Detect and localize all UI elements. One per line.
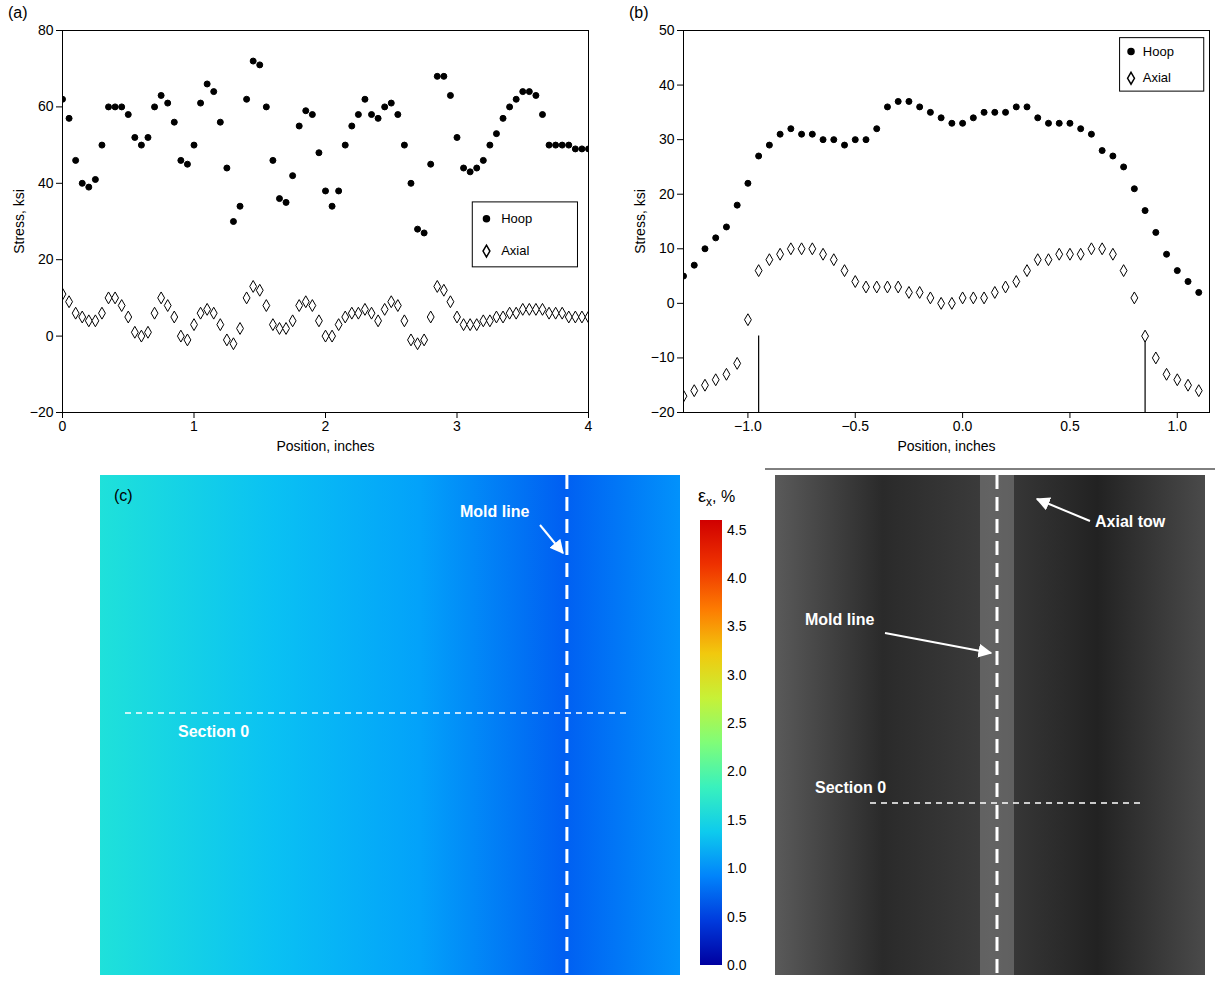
svg-text:Mold line: Mold line [460, 503, 529, 520]
svg-text:0: 0 [667, 295, 675, 311]
svg-text:Axial: Axial [501, 243, 529, 258]
svg-text:−1.0: −1.0 [734, 418, 762, 434]
svg-text:80: 80 [38, 22, 54, 38]
html-text:(a): (a) [8, 4, 28, 21]
svg-text:(c): (c) [114, 487, 133, 504]
svg-text:4: 4 [585, 418, 593, 434]
svg-text:1.5: 1.5 [727, 812, 747, 828]
svg-text:Hoop: Hoop [1143, 44, 1174, 59]
html-text:(b): (b) [629, 4, 649, 21]
svg-text:1: 1 [190, 418, 198, 434]
svg-text:1.0: 1.0 [1168, 418, 1188, 434]
svg-text:40: 40 [659, 77, 675, 93]
svg-text:2.5: 2.5 [727, 715, 747, 731]
svg-text:3: 3 [453, 418, 461, 434]
svg-text:4.0: 4.0 [727, 570, 747, 586]
svg-text:1.0: 1.0 [727, 860, 747, 876]
svg-text:0.0: 0.0 [727, 957, 747, 973]
svg-text:40: 40 [38, 175, 54, 191]
svg-text:0: 0 [59, 418, 67, 434]
svg-text:Position, inches: Position, inches [897, 438, 995, 454]
svg-text:0.0: 0.0 [953, 418, 973, 434]
svg-text:−10: −10 [651, 349, 675, 365]
svg-text:Stress, ksi: Stress, ksi [11, 189, 27, 254]
svg-text:3.5: 3.5 [727, 618, 747, 634]
svg-text:20: 20 [38, 251, 54, 267]
svg-text:Section 0: Section 0 [815, 779, 886, 796]
svg-text:10: 10 [659, 240, 675, 256]
svg-text:−0.5: −0.5 [841, 418, 869, 434]
svg-text:20: 20 [659, 186, 675, 202]
svg-text:Axial: Axial [1143, 70, 1171, 85]
svg-text:Axial tow: Axial tow [1095, 513, 1166, 530]
svg-text:Stress, ksi: Stress, ksi [632, 189, 648, 254]
svg-text:Position, inches: Position, inches [276, 438, 374, 454]
svg-text:0.5: 0.5 [1060, 418, 1080, 434]
svg-text:0: 0 [46, 328, 54, 344]
svg-text:4.5: 4.5 [727, 522, 747, 538]
svg-text:2.0: 2.0 [727, 763, 747, 779]
svg-text:Hoop: Hoop [501, 211, 532, 226]
svg-text:3.0: 3.0 [727, 667, 747, 683]
svg-text:−20: −20 [651, 404, 675, 420]
svg-text:0.5: 0.5 [727, 909, 747, 925]
svg-text:Mold line: Mold line [805, 611, 874, 628]
svg-text:60: 60 [38, 98, 54, 114]
svg-text:εx, %: εx, % [698, 486, 735, 509]
svg-text:30: 30 [659, 131, 675, 147]
svg-text:−20: −20 [30, 404, 54, 420]
svg-text:2: 2 [322, 418, 330, 434]
svg-text:Section 0: Section 0 [178, 723, 249, 740]
svg-text:50: 50 [659, 22, 675, 38]
